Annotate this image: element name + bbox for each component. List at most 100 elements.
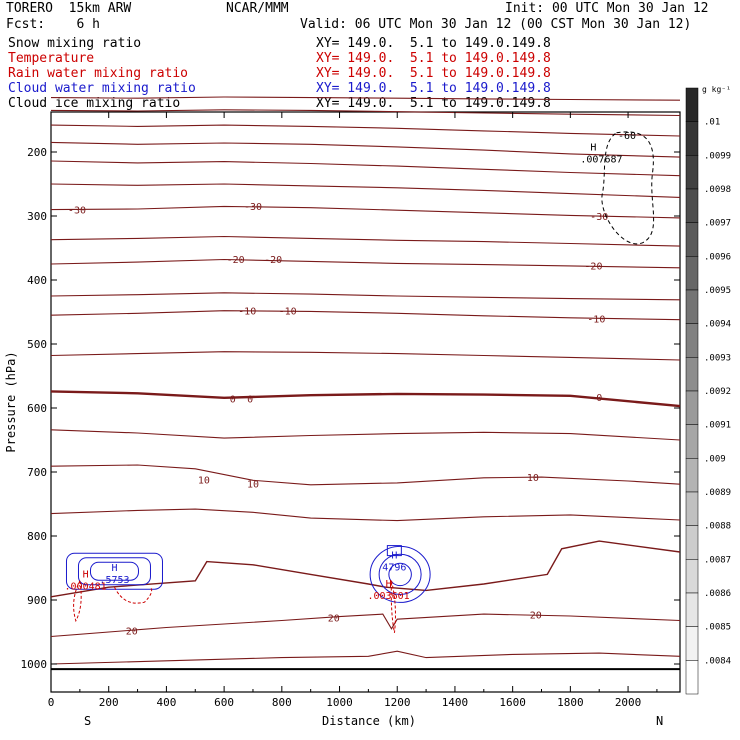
isotherm-label: 20 — [530, 611, 542, 622]
colorbar-label: .0095 — [704, 286, 731, 296]
terrain-outline — [50, 540, 681, 598]
init-time: Init: 00 UTC Mon 30 Jan 12 — [505, 1, 709, 16]
y-tick-label: 500 — [27, 338, 47, 351]
x-axis-title: Distance (km) — [322, 714, 416, 728]
x-tick-label: 1200 — [384, 696, 411, 709]
isotherm-label: -10 — [587, 314, 605, 325]
isotherm-line — [50, 96, 681, 101]
x-tick-label: 1800 — [557, 696, 584, 709]
field-xy-temperature: XY= 149.0. 5.1 to 149.0.149.8 — [316, 51, 551, 66]
isotherm-line — [50, 464, 681, 486]
isotherm-line — [50, 613, 681, 638]
x-tick-label: 800 — [272, 696, 292, 709]
colorbar-label: .0088 — [704, 522, 731, 532]
y-tick-label: 900 — [27, 594, 47, 607]
field-xy-rain: XY= 149.0. 5.1 to 149.0.149.8 — [316, 66, 551, 81]
colorbar-label: .0097 — [704, 219, 731, 229]
colorbar-unit: g kg⁻¹ — [702, 85, 731, 94]
isotherm-label: 10 — [198, 476, 210, 487]
colorbar-label: .0089 — [704, 488, 731, 498]
field-name-temperature: Temperature — [8, 51, 95, 66]
isotherm-line — [50, 650, 681, 665]
y-tick-label: 200 — [27, 146, 47, 159]
colorbar-swatch — [685, 222, 699, 257]
x-tick-label: 0 — [48, 696, 55, 709]
isotherm-line — [50, 141, 681, 158]
isotherm-label: -20 — [584, 261, 602, 272]
cloud-water-max-2-value: .5753 — [99, 575, 129, 586]
cloud-ice-max-value: .007687 — [580, 155, 622, 166]
cloud-water-max-value: 4796 — [382, 562, 406, 573]
isotherm-label: 20 — [328, 613, 340, 624]
forecast-hour: Fcst: 6 h — [6, 17, 100, 32]
isotherm-label: 0 — [230, 394, 236, 405]
x-tick-label: 200 — [99, 696, 119, 709]
isotherm-line — [50, 183, 681, 198]
colorbar-label: .0084 — [704, 656, 731, 666]
isotherm-line — [50, 429, 681, 441]
rain-water-contour — [73, 580, 82, 623]
colorbar-swatch — [685, 289, 699, 324]
colorbar-label: .009 — [704, 454, 726, 464]
isotherm-label: -30 — [244, 202, 262, 213]
y-tick-label: 600 — [27, 402, 47, 415]
colorbar-swatch — [685, 121, 699, 156]
isotherm-line — [50, 235, 681, 247]
y-tick-label: 700 — [27, 466, 47, 479]
cloud-water-contour — [378, 553, 422, 596]
x-tick-label: 400 — [156, 696, 176, 709]
isotherm-label: 20 — [126, 627, 138, 638]
y-tick-label: 800 — [27, 530, 47, 543]
isotherm-label: 0 — [247, 394, 253, 405]
model-title: TORERO 15km ARW — [6, 1, 132, 16]
cloud-ice-max-h: H — [590, 143, 596, 154]
cloud-water-contour — [89, 561, 139, 581]
rain-water-contour — [114, 586, 153, 604]
org-label: NCAR/MMM — [226, 1, 289, 16]
colorbar-label: .01 — [704, 118, 720, 128]
isotherm-label: 0 — [596, 393, 602, 404]
cloud-water-contour — [65, 552, 163, 590]
rain-water-max-h: H — [386, 579, 392, 590]
colorbar-swatch — [685, 592, 699, 627]
colorbar-swatch — [685, 87, 699, 122]
colorbar-label: .0085 — [704, 623, 731, 633]
isotherm-label: -30 — [68, 206, 86, 217]
colorbar-swatch — [685, 323, 699, 358]
colorbar-swatch — [685, 660, 699, 695]
colorbar-swatch — [685, 458, 699, 493]
cloud-water-max-h: H — [391, 550, 397, 561]
colorbar-label: .0099 — [704, 151, 731, 161]
colorbar-label: .0092 — [704, 387, 731, 397]
field-name-cloud-ice: Cloud ice mixing ratio — [8, 96, 181, 111]
colorbar-swatch — [685, 559, 699, 594]
y-tick-label: 1000 — [21, 658, 48, 671]
colorbar-swatch — [685, 256, 699, 291]
isotherm-label: -30 — [590, 212, 608, 223]
isotherm-line — [50, 160, 681, 177]
cloud-water-contour — [369, 545, 431, 603]
isotherm-label: 10 — [527, 473, 539, 484]
isotherm-line — [50, 292, 681, 301]
field-name-rain: Rain water mixing ratio — [8, 66, 189, 81]
isotherm-line — [50, 124, 681, 137]
isotherm-line — [50, 351, 681, 361]
x-end-label-north: N — [656, 714, 663, 728]
isotherm-label: -10 — [238, 307, 256, 318]
isotherm-line — [50, 258, 681, 269]
colorbar-label: .0087 — [704, 555, 731, 565]
colorbar-label: .0094 — [704, 320, 731, 330]
field-xy-snow: XY= 149.0. 5.1 to 149.0.149.8 — [316, 36, 551, 51]
colorbar-swatch — [685, 357, 699, 392]
cloud-water-contour — [388, 562, 412, 587]
isotherm-label: -20 — [264, 255, 282, 266]
colorbar-swatch — [685, 424, 699, 459]
isotherm-line — [50, 508, 681, 522]
x-tick-label: 600 — [214, 696, 234, 709]
colorbar-label: .0086 — [704, 589, 731, 599]
colorbar-label: .0091 — [704, 421, 731, 431]
plot-frame — [50, 111, 681, 693]
rain-water-contour — [390, 580, 396, 633]
field-name-snow: Snow mixing ratio — [8, 36, 142, 51]
